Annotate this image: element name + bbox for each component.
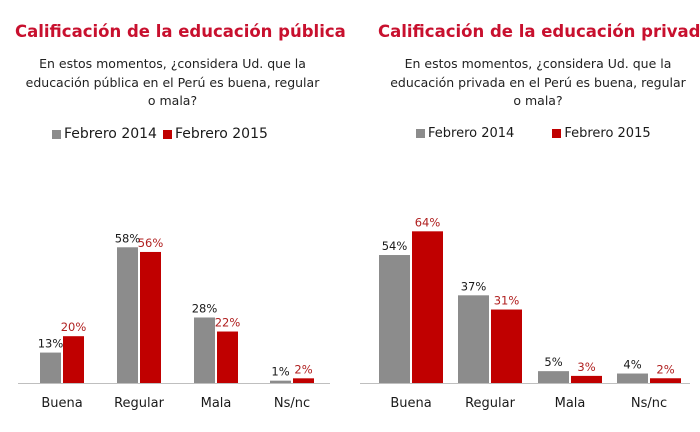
bar-febrero-2015	[571, 375, 602, 383]
legend-label: Febrero 2014	[64, 126, 157, 142]
chart-panel-privada: Calificación de la educación privada En …	[350, 0, 700, 432]
data-label: 1%	[271, 365, 289, 379]
bar-febrero-2015	[217, 331, 238, 383]
legend-item-2015: Febrero 2015	[552, 126, 651, 141]
chart-legend: Febrero 2014 Febrero 2015	[416, 126, 651, 141]
data-label: 37%	[461, 279, 487, 293]
category-label: Buena	[41, 396, 82, 411]
data-label: 20%	[61, 320, 87, 334]
legend-item-2014: Febrero 2014	[416, 126, 514, 141]
chart-title: Calificación de la educación pública	[15, 22, 346, 41]
category-label: Ns/nc	[631, 396, 667, 411]
chart-panel-publica: Calificación de la educación pública En …	[15, 22, 346, 411]
bar-febrero-2015	[412, 231, 443, 383]
data-label: 58%	[115, 231, 141, 245]
bar-febrero-2015	[63, 336, 84, 383]
chart-legend: Febrero 2014 Febrero 2015	[52, 126, 268, 142]
bar-chart-privada: 54% 64% Buena 37% 31% Regular 5% 3% Mala 4% 2% Ns/n…	[360, 215, 690, 411]
data-label: 56%	[138, 236, 164, 250]
legend-label: Febrero 2014	[428, 126, 515, 141]
legend-swatch-gray	[52, 129, 61, 139]
bar-febrero-2014	[194, 317, 215, 383]
bar-febrero-2014	[40, 352, 61, 383]
category-label: Ns/nc	[274, 396, 310, 411]
bar-febrero-2014	[379, 255, 410, 383]
bar-febrero-2015	[293, 378, 314, 383]
data-label: 2%	[656, 362, 674, 376]
data-label: 5%	[544, 355, 562, 369]
category-label: Buena	[390, 396, 431, 411]
category-label: Regular	[114, 396, 165, 411]
data-label: 2%	[294, 362, 312, 376]
data-label: 22%	[215, 316, 241, 330]
legend-item-2014: Febrero 2014	[52, 126, 157, 142]
chart-question: En estos momentos, ¿considera Ud. que la…	[390, 56, 686, 108]
bar-febrero-2015	[650, 378, 681, 383]
bar-febrero-2014	[117, 247, 138, 383]
bar-febrero-2014	[458, 295, 489, 383]
bar-chart-publica: 13% 20% Buena 58%56% Regular 28%22% Mala 1% 2% Ns…	[18, 231, 330, 411]
data-label: 4%	[623, 358, 641, 372]
chart-title: Calificación de la educación privada	[378, 22, 700, 41]
data-label: 3%	[577, 360, 595, 374]
bar-febrero-2014	[270, 380, 291, 383]
bar-febrero-2015	[491, 309, 522, 383]
legend-swatch-red	[162, 129, 172, 139]
legend-swatch-gray	[416, 129, 425, 138]
category-label: Regular	[465, 396, 516, 411]
legend-item-2015: Febrero 2015	[162, 126, 268, 142]
data-label: 64%	[415, 215, 441, 229]
category-label: Mala	[201, 396, 232, 411]
legend-label: Febrero 2015	[174, 126, 268, 142]
data-label: 13%	[38, 337, 64, 351]
data-label: 28%	[192, 301, 218, 315]
legend-swatch-red	[552, 129, 562, 138]
data-label: 31%	[494, 294, 520, 308]
bar-febrero-2015	[140, 251, 161, 383]
bar-febrero-2014	[538, 371, 569, 383]
legend-label: Febrero 2015	[564, 126, 651, 141]
category-label: Mala	[555, 396, 586, 411]
chart-question: En estos momentos, ¿considera Ud. que la…	[25, 56, 320, 108]
bar-febrero-2014	[617, 373, 648, 383]
data-label: 54%	[382, 239, 408, 253]
